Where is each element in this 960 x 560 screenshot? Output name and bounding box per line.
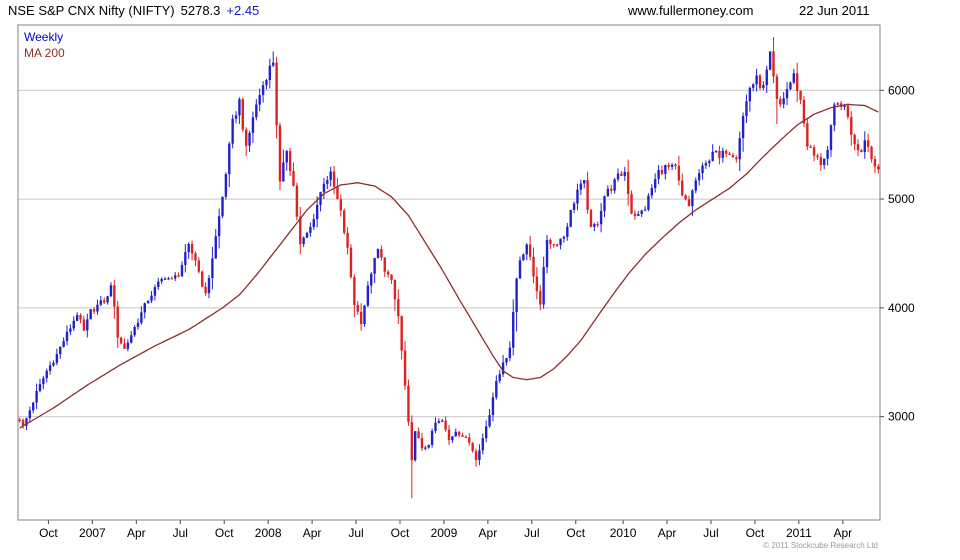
chart-header: NSE S&P CNX Nifty (NIFTY) 5278.3 +2.45: [8, 3, 259, 18]
x-axis-label: 2008: [255, 526, 282, 540]
price-change: +2.45: [226, 3, 260, 18]
legend-weekly: Weekly: [24, 30, 64, 44]
x-axis-label: 2007: [79, 526, 106, 540]
axis-labels: 3000 4000 5000 6000 Oct 2007 Apr Jul Oct 2008 Apr J…: [39, 83, 915, 540]
copyright-label: © 2011 Stockcube Research Ltd: [763, 541, 878, 550]
x-axis-label: Oct: [39, 526, 58, 540]
y-axis-label: 5000: [888, 192, 915, 206]
legend-ma: MA 200: [24, 46, 65, 60]
website-label: www.fullermoney.com: [628, 3, 754, 18]
date-label: 22 Jun 2011: [799, 3, 870, 18]
plot-border: [17, 24, 881, 521]
x-axis-label: Jul: [173, 526, 188, 540]
x-axis-label: Apr: [127, 526, 146, 540]
x-axis-label: Oct: [215, 526, 234, 540]
x-axis-label: Apr: [833, 526, 852, 540]
x-axis-label: Apr: [303, 526, 322, 540]
gridlines: [18, 89, 880, 418]
x-axis-label: Apr: [658, 526, 677, 540]
chart-legend: Weekly MA 200: [24, 29, 65, 61]
last-price: 5278.3: [180, 3, 221, 18]
x-axis-label: 2009: [431, 526, 458, 540]
x-axis-label: 2011: [786, 526, 812, 540]
x-axis-label: Oct: [746, 526, 765, 540]
x-axis-label: Jul: [703, 526, 718, 540]
y-axis-label: 6000: [888, 83, 915, 97]
x-axis-label: Jul: [348, 526, 363, 540]
candlesticks: [18, 37, 880, 499]
instrument-name: NSE S&P CNX Nifty (NIFTY): [8, 3, 175, 18]
x-axis-label: Oct: [566, 526, 585, 540]
y-axis-label: 4000: [888, 301, 915, 315]
x-axis-label: Oct: [391, 526, 410, 540]
ma-200-line: [19, 103, 879, 429]
x-axis-label: Jul: [524, 526, 539, 540]
y-axis-label: 3000: [888, 410, 915, 424]
x-axis-label: Apr: [479, 526, 498, 540]
x-axis-label: 2010: [610, 526, 637, 540]
